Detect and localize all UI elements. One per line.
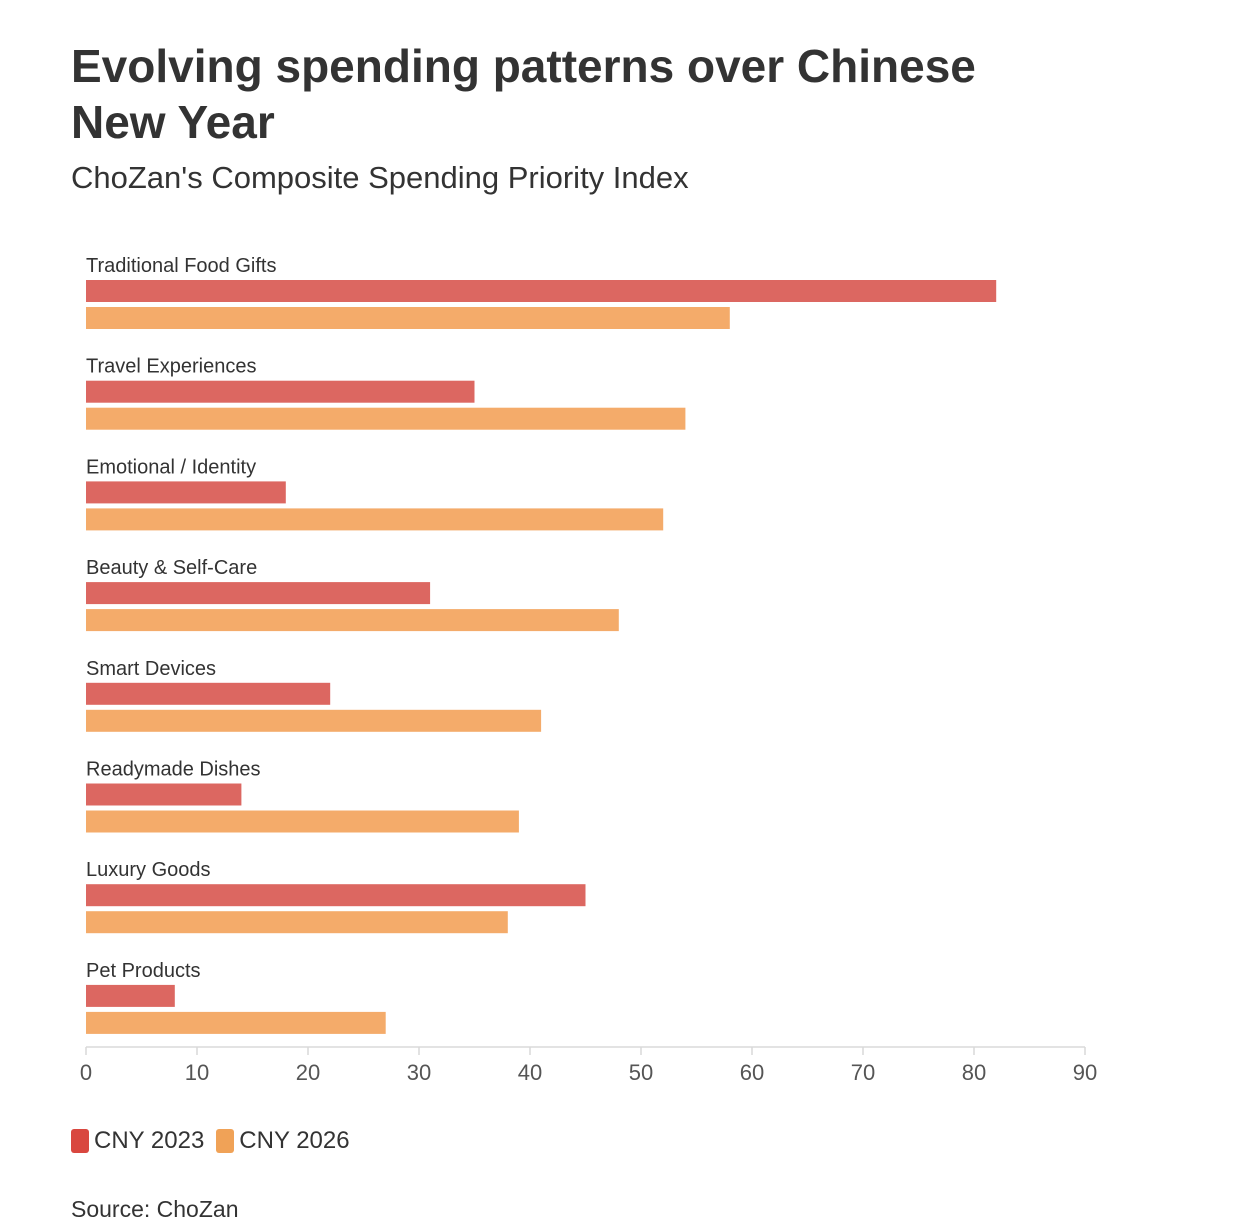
chart-header: Evolving spending patterns over Chinese …: [71, 38, 1171, 198]
bar-pet-products-cny-2023[interactable]: CNY 2023: 8: [86, 984, 175, 1007]
bar-traditional-food-gifts-cny-2026[interactable]: CNY 2026: 58: [86, 307, 730, 329]
bar-travel-experiences-cny-2026[interactable]: CNY 2026: 54: [86, 407, 686, 430]
legend-swatch-cny-2023: [71, 1129, 89, 1153]
bar-readymade-dishes-cny-2023[interactable]: CNY 2023: 14: [86, 783, 242, 806]
chart-subtitle: ChoZan's Composite Spending Priority Ind…: [71, 160, 689, 195]
category-label-traditional-food-gifts: Traditional Food Gifts: [86, 255, 276, 277]
legend-item-cny-2023[interactable]: CNY 2023: [71, 1126, 204, 1156]
bar-emotional-identity-cny-2026[interactable]: CNY 2026: 52: [86, 508, 664, 531]
source-note: Source: ChoZan: [71, 1196, 239, 1222]
x-tick-label-0: 0: [80, 1060, 92, 1085]
category-label-readymade-dishes: Readymade Dishes: [86, 759, 261, 781]
x-tick-label-50: 50: [629, 1060, 653, 1085]
legend-label-cny-2026: CNY 2026: [239, 1127, 350, 1154]
x-tick-label-40: 40: [518, 1060, 542, 1085]
bar-luxury-goods-cny-2026[interactable]: CNY 2026: 38: [86, 911, 508, 934]
x-tick-label-30: 30: [407, 1060, 431, 1085]
legend-item-cny-2026[interactable]: CNY 2026: [216, 1126, 350, 1156]
bar-pet-products-cny-2026[interactable]: CNY 2026: 27: [86, 1011, 386, 1034]
bar-smart-devices-cny-2023[interactable]: CNY 2023: 22: [86, 682, 331, 705]
bar-luxury-goods-cny-2023[interactable]: CNY 2023: 45: [86, 884, 586, 907]
category-label-emotional-identity: Emotional / Identity: [86, 456, 256, 478]
chart-title: Evolving spending patterns over Chinese …: [71, 40, 976, 148]
legend-label-cny-2023: CNY 2023: [94, 1127, 205, 1154]
x-tick-label-60: 60: [740, 1060, 764, 1085]
bar-smart-devices-cny-2026[interactable]: CNY 2026: 41: [86, 709, 542, 732]
category-label-travel-experiences: Travel Experiences: [86, 356, 256, 378]
x-tick-label-10: 10: [185, 1060, 209, 1085]
x-tick-label-70: 70: [851, 1060, 875, 1085]
bar-chart: Traditional Food Gifts CNY 2023: 82 CNY 20…: [80, 255, 1097, 1085]
bar-beauty-self-care-cny-2026[interactable]: CNY 2026: 48: [86, 609, 619, 632]
x-tick-label-80: 80: [962, 1060, 986, 1085]
bar-beauty-self-care-cny-2023[interactable]: CNY 2023: 31: [86, 582, 431, 605]
category-label-luxury-goods: Luxury Goods: [86, 859, 211, 881]
x-tick-label-90: 90: [1073, 1060, 1097, 1085]
bar-traditional-food-gifts-cny-2023[interactable]: CNY 2023: 82: [86, 280, 997, 302]
legend-swatch-cny-2026: [216, 1129, 235, 1153]
chart-legend: CNY 2023 CNY 2026: [71, 1126, 362, 1156]
bar-readymade-dishes-cny-2026[interactable]: CNY 2026: 39: [86, 810, 519, 833]
category-label-pet-products: Pet Products: [86, 960, 201, 982]
x-tick-label-20: 20: [296, 1060, 320, 1085]
category-label-smart-devices: Smart Devices: [86, 658, 216, 680]
bar-travel-experiences-cny-2023[interactable]: CNY 2023: 35: [86, 380, 475, 403]
bar-emotional-identity-cny-2023[interactable]: CNY 2023: 18: [86, 481, 286, 504]
category-label-beauty-self-care: Beauty & Self-Care: [86, 557, 257, 579]
